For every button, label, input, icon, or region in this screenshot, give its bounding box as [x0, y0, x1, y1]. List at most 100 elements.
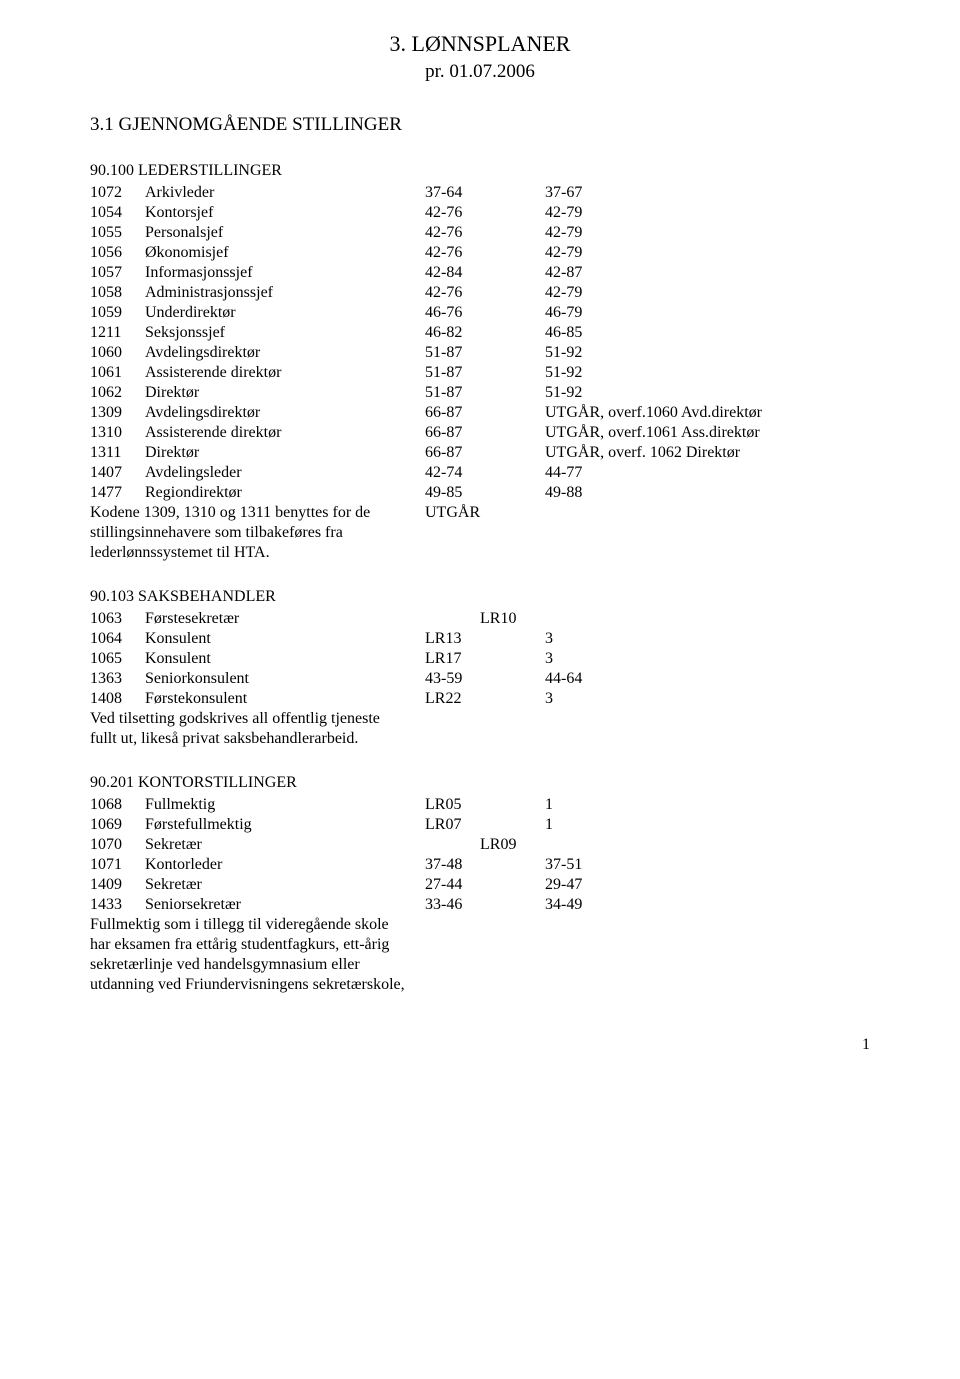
val1: 43-59 [425, 669, 545, 689]
table-row: 1408FørstekonsulentLR223 [90, 689, 870, 709]
code: 1062 [90, 383, 145, 403]
code: 1060 [90, 343, 145, 363]
table-row: 1054Kontorsjef42-7642-79 [90, 203, 870, 223]
code: 1363 [90, 669, 145, 689]
val1: LR09 [480, 835, 600, 855]
note-line: utdanning ved Friundervisningens sekretæ… [90, 975, 870, 995]
table-row: 1065KonsulentLR173 [90, 649, 870, 669]
table-row: 1055Personalsjef42-7642-79 [90, 223, 870, 243]
val1: 51-87 [425, 363, 545, 383]
val1: LR10 [480, 609, 600, 629]
val1: 42-76 [425, 203, 545, 223]
note-line: Kodene 1309, 1310 og 1311 benyttes for d… [90, 503, 870, 523]
val1: 42-84 [425, 263, 545, 283]
val2: 42-87 [545, 263, 870, 283]
table-row: 1409Sekretær27-4429-47 [90, 875, 870, 895]
subsection-heading-90-100: 90.100 LEDERSTILLINGER [90, 161, 870, 181]
stilling: Fullmektig [145, 795, 425, 815]
stilling: Økonomisjef [145, 243, 425, 263]
note-line: lederlønnssystemet til HTA. [90, 543, 870, 563]
page-number: 1 [90, 1035, 870, 1055]
val2: 29-47 [545, 875, 870, 895]
section-heading-3-1: 3.1 GJENNOMGÅENDE STILLINGER [90, 113, 870, 137]
val1: 33-46 [425, 895, 545, 915]
stilling: Konsulent [145, 649, 425, 669]
stilling: Avdelingsdirektør [145, 343, 425, 363]
code: 1063 [90, 609, 145, 629]
code: 1054 [90, 203, 145, 223]
stilling: Førstefullmektig [145, 815, 425, 835]
code: 1061 [90, 363, 145, 383]
val1: 42-76 [425, 223, 545, 243]
code: 1065 [90, 649, 145, 669]
stilling: Arkivleder [145, 183, 425, 203]
table-row: 1064KonsulentLR133 [90, 629, 870, 649]
code: 1477 [90, 483, 145, 503]
note-line: stillingsinnehavere som tilbakeføres fra [90, 523, 870, 543]
val2: 37-51 [545, 855, 870, 875]
mid: 3 [545, 649, 870, 669]
table-row: 1063FørstesekretærLR10 [90, 609, 870, 629]
val2: 42-79 [545, 243, 870, 263]
stilling: Seksjonssjef [145, 323, 425, 343]
note-line: fullt ut, likeså privat saksbehandlerarb… [90, 729, 870, 749]
val2: UTGÅR, overf.1061 Ass.direktør [545, 423, 870, 443]
val2: 42-79 [545, 223, 870, 243]
stilling: Direktør [145, 443, 425, 463]
code: 1311 [90, 443, 145, 463]
val2: UTGÅR, overf. 1062 Direktør [545, 443, 870, 463]
code: 1058 [90, 283, 145, 303]
stilling: Kontorsjef [145, 203, 425, 223]
val1: 37-48 [425, 855, 545, 875]
val1: LR22 [425, 689, 545, 709]
table-row: 1072Arkivleder37-6437-67 [90, 183, 870, 203]
stilling: Førstesekretær [145, 609, 480, 629]
table-row: 1311Direktør66-87UTGÅR, overf. 1062 Dire… [90, 443, 870, 463]
val2: 51-92 [545, 363, 870, 383]
code: 1068 [90, 795, 145, 815]
table-row: 1062Direktør51-8751-92 [90, 383, 870, 403]
table-row: 1433Seniorsekretær33-4634-49 [90, 895, 870, 915]
val1: LR17 [425, 649, 545, 669]
subsection-heading-90-103: 90.103 SAKSBEHANDLER [90, 587, 870, 607]
val2: 49-88 [545, 483, 870, 503]
code: 1409 [90, 875, 145, 895]
stilling: Regiondirektør [145, 483, 425, 503]
note-text: Kodene 1309, 1310 og 1311 benyttes for d… [90, 503, 425, 523]
table-row: 1059Underdirektør46-7646-79 [90, 303, 870, 323]
val2 [600, 835, 870, 855]
stilling: Sekretær [145, 875, 425, 895]
code: 1407 [90, 463, 145, 483]
table-row: 1309Avdelingsdirektør66-87UTGÅR, overf.1… [90, 403, 870, 423]
code: 1059 [90, 303, 145, 323]
val1: 42-74 [425, 463, 545, 483]
table-row: 1061Assisterende direktør51-8751-92 [90, 363, 870, 383]
val2: 46-85 [545, 323, 870, 343]
stilling: Assisterende direktør [145, 423, 425, 443]
val1: 51-87 [425, 383, 545, 403]
note-right: UTGÅR [425, 503, 870, 523]
val1: 27-44 [425, 875, 545, 895]
val2: 34-49 [545, 895, 870, 915]
stilling: Personalsjef [145, 223, 425, 243]
table-row: 1363Seniorkonsulent43-5944-64 [90, 669, 870, 689]
val1: 42-76 [425, 243, 545, 263]
subsection-heading-90-201: 90.201 KONTORSTILLINGER [90, 773, 870, 793]
stilling: Direktør [145, 383, 425, 403]
stilling: Seniorsekretær [145, 895, 425, 915]
table-row: 1407Avdelingsleder42-7444-77 [90, 463, 870, 483]
stilling: Sekretær [145, 835, 480, 855]
stilling: Administrasjonssjef [145, 283, 425, 303]
table-row: 1211Seksjonssjef46-8246-85 [90, 323, 870, 343]
val1: 42-76 [425, 283, 545, 303]
val1: 37-64 [425, 183, 545, 203]
table-row: 1310Assisterende direktør66-87UTGÅR, ove… [90, 423, 870, 443]
val1: LR05 [425, 795, 545, 815]
code: 1072 [90, 183, 145, 203]
code: 1408 [90, 689, 145, 709]
table-row: 1056Økonomisjef42-7642-79 [90, 243, 870, 263]
stilling: Assisterende direktør [145, 363, 425, 383]
table-row: 1058Administrasjonssjef42-7642-79 [90, 283, 870, 303]
stilling: Underdirektør [145, 303, 425, 323]
val1: 66-87 [425, 443, 545, 463]
